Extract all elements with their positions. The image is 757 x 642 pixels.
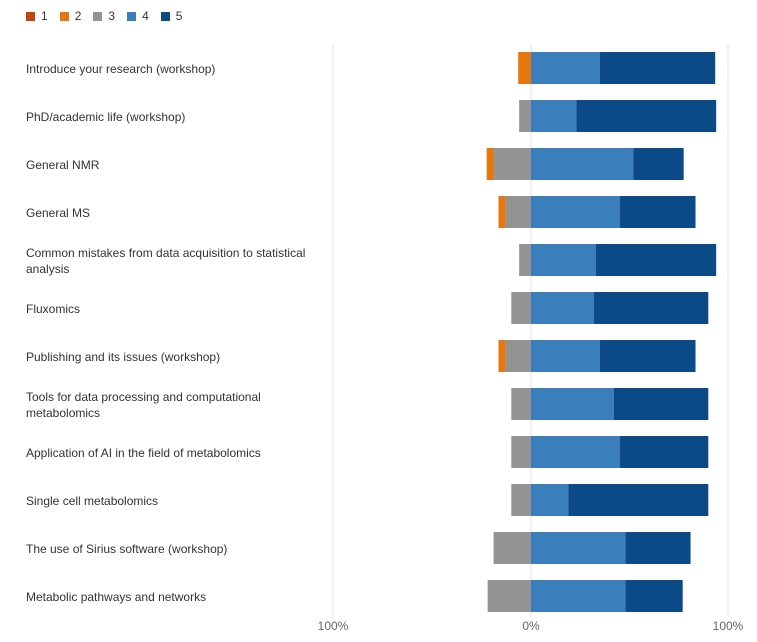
bar-segment-5[interactable] [619, 196, 696, 228]
bar-segment-4[interactable] [531, 532, 626, 564]
legend-label-1: 1 [41, 9, 48, 23]
bar-segment-5[interactable] [599, 52, 716, 84]
legend-item-5[interactable]: 5 [160, 9, 183, 23]
category-label: General MS [26, 206, 91, 220]
category-label: Tools for data processing and computatio… [26, 390, 261, 420]
legend-label-5: 5 [175, 9, 183, 23]
bar-segment-3[interactable] [519, 100, 531, 132]
bar-segment-5[interactable] [568, 484, 709, 516]
bar-segment-3[interactable] [511, 436, 531, 468]
bar-segment-5[interactable] [625, 532, 691, 564]
category-label: Common mistakes from data acquisition to… [26, 246, 306, 276]
bar-segment-3[interactable] [505, 196, 531, 228]
bar-segment-3[interactable] [493, 532, 531, 564]
legend-item-4[interactable]: 4 [127, 9, 149, 23]
category-label: Metabolic pathways and networks [26, 590, 207, 604]
bar-segment-4[interactable] [531, 196, 620, 228]
bar-segment-4[interactable] [531, 340, 600, 372]
bar-segment-4[interactable] [531, 436, 620, 468]
bar-segment-5[interactable] [619, 436, 709, 468]
category-label: Single cell metabolomics [26, 494, 159, 508]
legend-swatch-3 [93, 11, 103, 21]
category-label: Publishing and its issues (workshop) [26, 350, 221, 364]
bar-segment-4[interactable] [531, 244, 597, 276]
legend-swatch-5 [160, 11, 170, 21]
bar-segment-2[interactable] [486, 148, 494, 180]
bar-segment-4[interactable] [531, 292, 595, 324]
bar-segment-3[interactable] [511, 484, 531, 516]
bar-segment-4[interactable] [531, 100, 577, 132]
bar-segment-3[interactable] [511, 388, 531, 420]
bar-segment-5[interactable] [594, 292, 709, 324]
bar-segment-4[interactable] [531, 580, 626, 612]
legend-label-4: 4 [142, 9, 149, 23]
legend-label-2: 2 [74, 9, 82, 23]
bar-segment-3[interactable] [493, 148, 531, 180]
bar-segment-2[interactable] [518, 52, 531, 84]
x-tick-label: 100% [318, 619, 349, 633]
bar-segment-2[interactable] [498, 340, 506, 372]
category-label: The use of Sirius software (workshop) [26, 542, 228, 556]
bar-segment-3[interactable] [511, 292, 531, 324]
legend: 1 2 3 4 5 [26, 9, 194, 23]
legend-item-2[interactable]: 2 [59, 9, 82, 23]
bar-segment-5[interactable] [613, 388, 709, 420]
bar-segment-4[interactable] [531, 484, 569, 516]
x-tick-label: 100% [713, 619, 744, 633]
bar-segment-5[interactable] [599, 340, 696, 372]
bar-segment-4[interactable] [531, 388, 614, 420]
bar-segment-5[interactable] [625, 580, 683, 612]
bar-segment-4[interactable] [531, 52, 600, 84]
bar-segment-3[interactable] [505, 340, 531, 372]
legend-swatch-2 [59, 11, 69, 21]
bar-segment-5[interactable] [633, 148, 684, 180]
category-label: Fluxomics [26, 302, 81, 316]
bar-segment-5[interactable] [596, 244, 717, 276]
legend-swatch-4 [127, 11, 137, 21]
category-label: Application of AI in the field of metabo… [26, 446, 261, 460]
legend-swatch-1 [26, 11, 35, 21]
bar-segment-3[interactable] [487, 580, 531, 612]
x-tick-label: 0% [522, 619, 540, 633]
bar-segment-4[interactable] [531, 148, 634, 180]
category-label: Introduce your research (workshop) [26, 62, 216, 76]
bar-segment-5[interactable] [576, 100, 717, 132]
category-label: PhD/academic life (workshop) [26, 110, 186, 124]
category-label: General NMR [26, 158, 100, 172]
bar-segment-3[interactable] [519, 244, 531, 276]
legend-item-3[interactable]: 3 [93, 9, 115, 23]
legend-label-3: 3 [108, 9, 116, 23]
legend-item-1[interactable]: 1 [26, 9, 48, 23]
bar-segment-2[interactable] [498, 196, 506, 228]
